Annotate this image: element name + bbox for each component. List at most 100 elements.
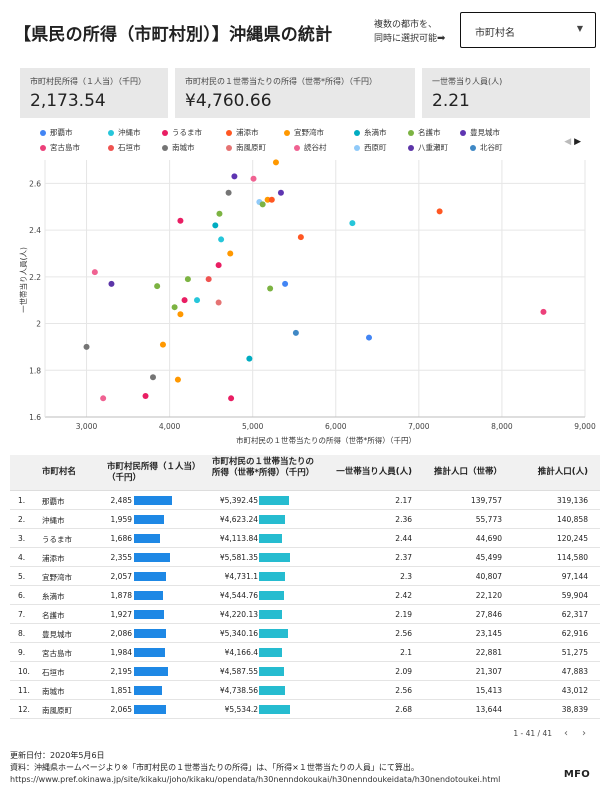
scatter-point[interactable] [218,236,225,243]
scatter-point[interactable] [154,283,161,290]
scatter-point[interactable] [142,392,149,399]
table-row[interactable]: 5. 宜野湾市 2,057 ¥4,731.1 2.3 40,807 97,144 [10,567,600,586]
household-income-bar [259,515,285,524]
x-tick-label: 3,000 [76,422,98,431]
cell-households: 22,881 [475,648,502,657]
scatter-point[interactable] [246,355,253,362]
legend-label: 北谷町 [480,143,503,152]
scatter-point[interactable] [272,159,279,166]
scatter-point[interactable] [174,376,181,383]
legend-item[interactable]: 南城市 [162,142,195,153]
legend-item[interactable]: 浦添市 [226,127,259,138]
prev-page-icon[interactable]: ‹ [564,728,568,739]
table-row[interactable]: 2. 沖縄市 1,959 ¥4,623.24 2.36 55,773 140,858 [10,510,600,529]
legend-item[interactable]: うるま市 [162,127,202,138]
scatter-point[interactable] [215,262,222,269]
legend-item[interactable]: 宜野湾市 [284,127,324,138]
scatter-point[interactable] [268,196,275,203]
legend-item[interactable]: 石垣市 [108,142,141,153]
legend-item[interactable]: 豊見城市 [460,127,500,138]
cell-members-per-household: 2.19 [395,610,412,619]
source-url-link[interactable]: https://www.pref.okinawa.jp/site/kikaku/… [10,775,501,784]
scatter-point[interactable] [83,343,90,350]
table-row[interactable]: 3. うるま市 1,686 ¥4,113.84 2.44 44,690 120,245 [10,529,600,548]
scatter-point[interactable] [228,395,235,402]
scatter-point[interactable] [91,269,98,276]
row-index: 2. [18,515,26,524]
header-municipality[interactable]: 市町村名 [42,467,77,477]
scatter-point[interactable] [264,196,271,203]
scatter-point[interactable] [194,297,201,304]
row-index: 8. [18,629,26,638]
table-row[interactable]: 8. 豊見城市 2,086 ¥5,340.16 2.56 23,145 62,916 [10,624,600,643]
table-row[interactable]: 7. 名護市 1,927 ¥4,220.13 2.19 27,846 62,317 [10,605,600,624]
header-households[interactable]: 推計人口（世帯） [433,467,502,477]
scatter-point[interactable] [171,304,178,311]
scatter-point[interactable] [366,334,372,341]
scatter-point[interactable] [108,280,115,287]
scatter-point[interactable] [159,341,166,348]
scatter-point[interactable] [100,395,107,402]
scatter-point[interactable] [205,276,212,283]
scatter-point[interactable] [297,234,304,241]
scatter-point[interactable] [181,297,188,304]
row-index: 11. [18,686,30,695]
multi-select-note: 複数の都市を、 同時に選択可能➡ [374,18,445,46]
table-row[interactable]: 4. 浦添市 2,355 ¥5,581.35 2.37 45,499 114,580 [10,548,600,567]
table-row[interactable]: 9. 宮古島市 1,984 ¥4,166.4 2.1 22,881 51,275 [10,643,600,662]
municipality-filter-dropdown[interactable]: 市町村名 ▼ [460,12,596,48]
legend-item[interactable]: 宮古島市 [40,142,80,153]
cell-households: 21,307 [475,667,502,676]
scatter-point[interactable] [150,374,156,381]
income-bar [134,572,166,581]
scatter-point[interactable] [259,201,266,208]
cell-households: 45,499 [475,553,502,562]
scatter-point[interactable] [215,299,222,306]
header-income-per-household[interactable]: 市町村民の１世帯当たりの所得（世帯*所得）（千円） [212,457,315,478]
household-income-bar [259,686,285,695]
legend-item[interactable]: 北谷町 [470,142,503,153]
legend-item[interactable]: 読谷村 [294,142,327,153]
table-row[interactable]: 11. 南城市 1,851 ¥4,738.56 2.56 15,413 43,012 [10,681,600,700]
household-income-bar [259,705,290,714]
scatter-point[interactable] [250,175,257,182]
scatter-point[interactable] [184,276,191,283]
scatter-point[interactable] [177,311,184,318]
legend-label: 読谷村 [304,143,327,152]
legend-next-icon[interactable]: ▶ [574,137,581,147]
scatter-point[interactable] [540,308,547,315]
legend-item[interactable]: 沖縄市 [108,127,141,138]
header-population[interactable]: 推計人口(人) [537,467,588,477]
scatter-point[interactable] [349,220,356,227]
scatter-point[interactable] [231,173,238,180]
legend-prev-icon[interactable]: ◀ [564,137,572,147]
legend-item[interactable]: 糸満市 [354,127,387,138]
header-members-per-household[interactable]: 一世帯当り人員(人) [336,467,412,477]
scatter-point[interactable] [277,189,284,196]
legend-item[interactable]: 南風原町 [226,142,266,153]
scorecard-value: 2,173.54 [30,91,106,111]
scatter-point[interactable] [436,208,443,215]
legend-item[interactable]: 八重瀬町 [408,142,448,153]
legend-item[interactable]: 西原町 [354,142,387,153]
scatter-point[interactable] [216,210,223,217]
y-axis-ticks: 1.6 1.8 2 2.2 2.4 2.6 [29,179,41,422]
table-row[interactable]: 12. 南風原町 2,065 ¥5,534.2 2.68 13,644 38,839 [10,700,600,719]
scatter-point[interactable] [227,250,234,257]
legend-item[interactable]: 名護市 [408,127,441,138]
table-row[interactable]: 10. 石垣市 2,195 ¥4,587.55 2.09 21,307 47,883 [10,662,600,681]
scatter-point[interactable] [267,285,274,292]
scatter-point[interactable] [177,217,184,224]
scatter-point[interactable] [225,189,232,196]
scatter-point[interactable] [212,222,219,229]
cell-income-per-capita: 1,927 [110,610,132,619]
next-page-icon[interactable]: › [582,728,586,739]
header-income-per-capita[interactable]: 市町村民所得（１人当）（千円） [107,462,197,483]
table-row[interactable]: 6. 糸満市 1,878 ¥4,544.76 2.42 22,120 59,904 [10,586,600,605]
legend-swatch [108,129,114,136]
legend-item[interactable]: 那覇市 [40,127,73,138]
table-header: 市町村名 市町村民所得（１人当）（千円） 市町村民の１世帯当たりの所得（世帯*所… [10,455,600,491]
scatter-point[interactable] [292,329,299,336]
table-row[interactable]: 1. 那覇市 2,485 ¥5,392.45 2.17 139,757 319,136 [10,491,600,510]
scatter-point[interactable] [282,280,289,287]
